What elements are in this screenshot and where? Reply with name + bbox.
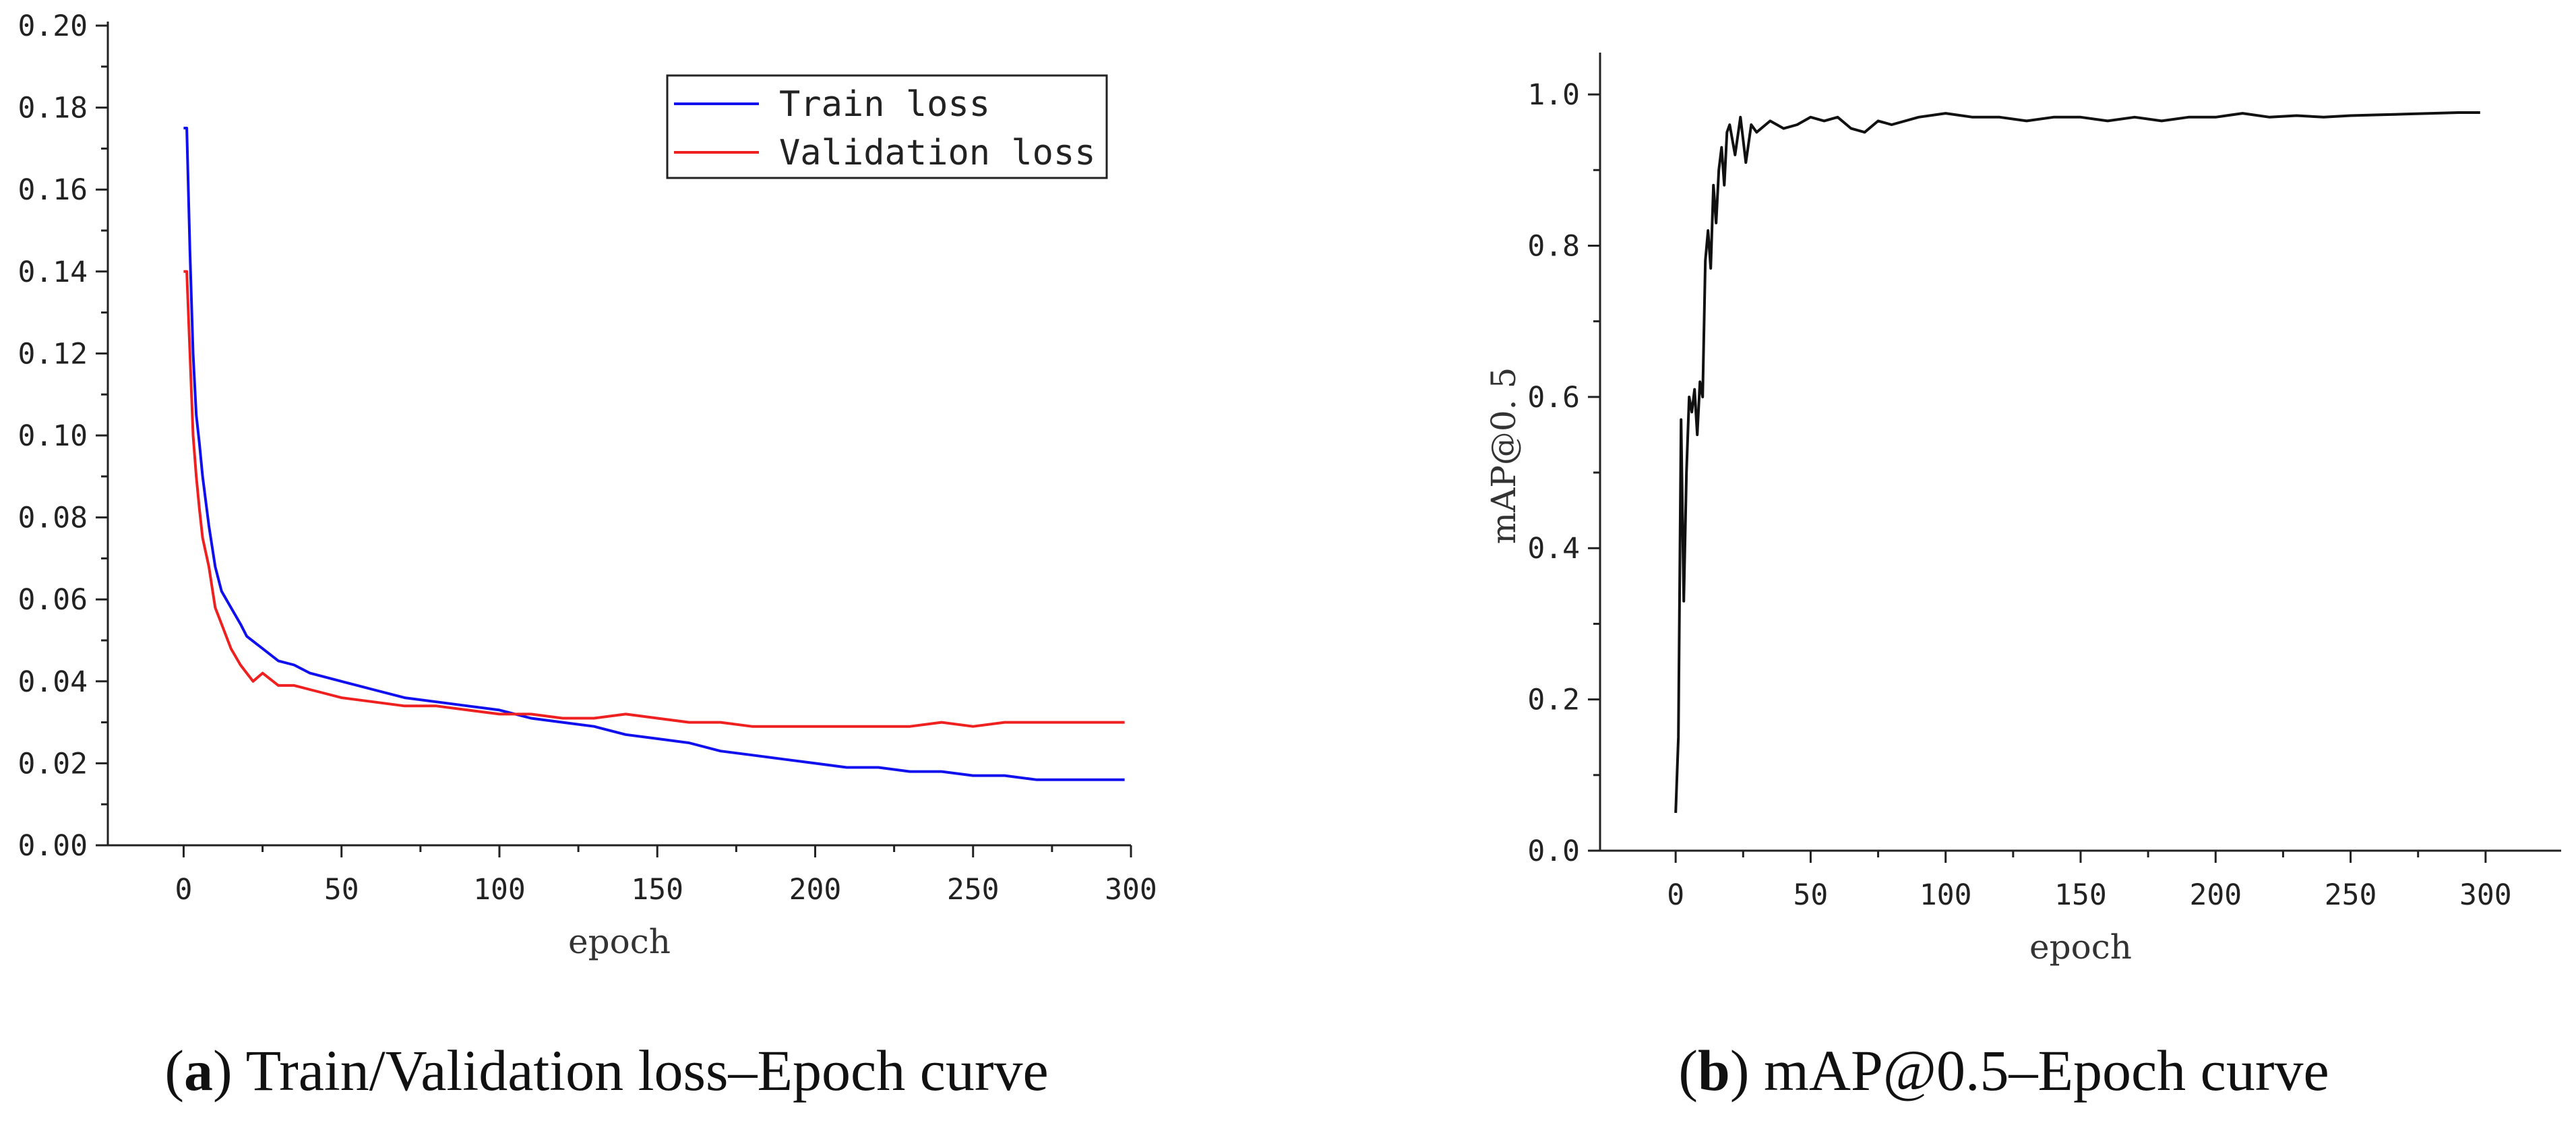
series-line-validation-loss: [183, 270, 1125, 728]
x-tick-label: 250: [947, 873, 1000, 907]
caption-a-letter: a: [184, 1038, 213, 1103]
chart-a-x-label: epoch: [568, 922, 671, 961]
y-tick-label: 0.8: [1527, 229, 1580, 263]
chart-b-y-label: mAP@0. 5: [1484, 367, 1523, 545]
chart-a-y-ticks: 0.00 0.02 0.04 0.06 0.08 0.10 0.12 0.14 0.16 0.18…: [18, 9, 108, 863]
chart-b-series: [1674, 111, 2480, 813]
x-tick-label: 200: [2189, 878, 2242, 912]
series-line-train-loss: [183, 127, 1125, 781]
y-tick-label: 0.04: [18, 665, 88, 699]
chart-b-x-label: epoch: [2029, 928, 2132, 967]
x-tick-label: 0: [175, 873, 192, 907]
x-tick-label: 150: [2054, 878, 2107, 912]
chart-a-x-ticks: 0 50 100 150 200 250 300: [175, 845, 1157, 907]
caption-b: (b) mAP@0.5–Epoch curve: [1678, 1038, 2329, 1103]
y-tick-label: 1.0: [1527, 78, 1580, 112]
y-tick-label: 0.0: [1527, 834, 1580, 868]
caption-a-text: Train/Validation loss–Epoch curve: [246, 1038, 1049, 1103]
chart-a-legend-box: [666, 74, 1108, 179]
y-tick-label: 0.16: [18, 173, 88, 207]
chart-b-y-ticks: 0.0 0.2 0.4 0.6 0.8 1.0: [1527, 78, 1600, 868]
x-tick-label: 100: [473, 873, 526, 907]
chart-a: 0.00 0.02 0.04 0.06 0.08 0.10 0.12 0.14 0.16 0.18…: [18, 9, 1157, 961]
y-tick-label: 0.02: [18, 747, 88, 781]
y-tick-label: 0.12: [18, 337, 88, 371]
series-line-map-0-5: [1674, 111, 2480, 813]
x-tick-label: 0: [1667, 878, 1684, 912]
y-tick-label: 0.6: [1527, 381, 1580, 415]
y-tick-label: 0.2: [1527, 684, 1580, 717]
caption-b-text: mAP@0.5–Epoch curve: [1764, 1038, 2329, 1103]
y-tick-label: 0.20: [18, 9, 88, 43]
chart-a-legend: Train loss Validation loss: [666, 74, 1108, 179]
x-tick-label: 250: [2325, 878, 2377, 912]
caption-a: (a) Train/Validation loss–Epoch curve: [164, 1038, 1048, 1103]
y-tick-label: 0.00: [18, 829, 88, 863]
caption-b-letter: b: [1698, 1038, 1730, 1103]
x-tick-label: 300: [1105, 873, 1157, 907]
x-tick-label: 200: [789, 873, 842, 907]
chart-b-x-ticks: 0 50 100 150 200 250 300: [1667, 851, 2512, 912]
y-tick-label: 0.10: [18, 419, 88, 453]
chart-b: 0.0 0.2 0.4 0.6 0.8 1.0 0 50 100 150 200 250 300 ep…: [1484, 53, 2561, 967]
x-tick-label: 50: [1793, 878, 1829, 912]
chart-a-series: [183, 127, 1125, 781]
y-tick-label: 0.4: [1527, 532, 1580, 566]
x-tick-label: 300: [2459, 878, 2512, 912]
x-tick-label: 100: [1920, 878, 1972, 912]
x-tick-label: 150: [631, 873, 683, 907]
y-tick-label: 0.06: [18, 583, 88, 617]
legend-label-train-loss: Train loss: [779, 84, 990, 125]
y-tick-label: 0.18: [18, 92, 88, 125]
y-tick-label: 0.14: [18, 255, 88, 289]
legend-label-validation-loss: Validation loss: [779, 133, 1096, 173]
x-tick-label: 50: [324, 873, 359, 907]
y-tick-label: 0.08: [18, 502, 88, 535]
